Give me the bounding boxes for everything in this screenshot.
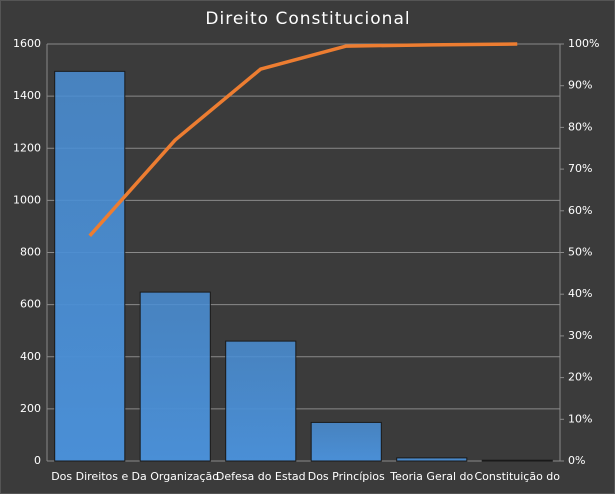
y-tick-label: 1000 — [13, 193, 41, 206]
y2-tick-label: 50% — [568, 246, 592, 259]
cumulative-line — [88, 42, 518, 237]
y-tick-label: 1400 — [13, 89, 41, 102]
y2-tick-label: 100% — [568, 37, 599, 50]
bar — [396, 457, 468, 462]
x-tick-label: Dos Princípios — [308, 470, 385, 483]
y2-tick-label: 80% — [568, 120, 592, 133]
x-tick-label: Constituição do — [474, 470, 560, 483]
y-tick-label: 1600 — [13, 37, 41, 50]
y2-tick-label: 60% — [568, 204, 592, 217]
y2-tick-label: 0% — [568, 454, 585, 467]
y2-tick-label: 70% — [568, 162, 592, 175]
y2-tick-label: 90% — [568, 79, 592, 92]
x-tick-label: Teoria Geral do — [389, 470, 473, 483]
y-tick-label: 1200 — [13, 141, 41, 154]
y2-tick-label: 40% — [568, 287, 592, 300]
x-tick-label: Da Organização — [132, 470, 220, 483]
bar — [310, 421, 382, 462]
bar — [225, 340, 297, 462]
x-tick-label: Dos Direitos e — [51, 470, 128, 483]
y-tick-label: 200 — [20, 402, 41, 415]
x-tick-label: Defesa do Estad — [216, 470, 306, 483]
y2-tick-label: 20% — [568, 371, 592, 384]
y-tick-label: 800 — [20, 246, 41, 259]
y-tick-label: 600 — [20, 298, 41, 311]
y2-tick-label: 30% — [568, 329, 592, 342]
y-tick-label: 0 — [34, 454, 41, 467]
y2-tick-label: 10% — [568, 412, 592, 425]
chart-title: Direito Constitucional — [205, 9, 410, 29]
bar — [54, 70, 126, 462]
y-tick-label: 400 — [20, 350, 41, 363]
bar — [139, 291, 211, 462]
bar — [481, 459, 553, 462]
